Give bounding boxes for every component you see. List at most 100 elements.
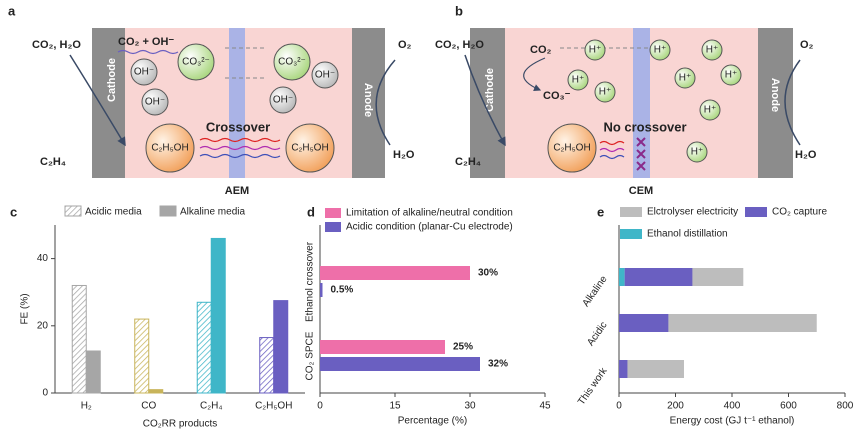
arrow (523, 57, 546, 91)
legend-swatch (325, 208, 341, 218)
legend-swatch (159, 205, 177, 217)
y-tick-label: 0 (42, 388, 48, 399)
wave (599, 147, 625, 153)
x-tick-label: 15 (389, 401, 401, 412)
ion-label: H⁺ (691, 147, 704, 158)
ion (130, 58, 158, 86)
legend-swatch (745, 207, 767, 217)
ion-label: H⁺ (572, 75, 585, 86)
x-tick-label: 0 (616, 401, 622, 412)
y-tick-label: Ethanol crossover (305, 241, 316, 322)
ion-label: H⁺ (679, 73, 692, 84)
reaction: CO₂ + OH⁻ (118, 36, 174, 48)
y-tick-label: 20 (37, 320, 49, 331)
bar (273, 300, 289, 394)
anode-output: O₂ (800, 39, 814, 51)
arrow (464, 54, 506, 147)
y-tick-label: Alkaline (581, 274, 610, 309)
product: C₂H₄ (40, 156, 66, 168)
ion (686, 141, 708, 163)
x-tick-label: 45 (539, 401, 551, 412)
bar (148, 389, 164, 394)
molecule-label: C₂H₅OH (151, 143, 188, 154)
legend-swatch (325, 222, 341, 232)
legend-label: CO₂ capture (772, 207, 827, 218)
bar (71, 284, 87, 394)
bar (85, 350, 101, 394)
wave (117, 49, 179, 55)
diagram-b: b Cathode Anode CO₂, H₂O C₂H₄ O₂ H₂O CEM… (435, 3, 817, 196)
bar (134, 318, 150, 394)
ion-label: H⁺ (599, 87, 612, 98)
x-tick-label: C₂H₅OH (255, 401, 292, 412)
x-axis-label: Energy cost (GJ t⁻¹ ethanol) (670, 416, 795, 427)
bar-segment (619, 360, 628, 378)
anode-input: H₂O (393, 149, 415, 161)
membrane-label: CEM (629, 185, 653, 197)
legend-label: Elctrolyser electricity (647, 207, 738, 218)
membrane-label: AEM (225, 185, 249, 197)
bar (259, 337, 275, 394)
ion (567, 69, 589, 91)
bar-segment (692, 268, 744, 286)
wave (599, 140, 625, 146)
charts: c 0 20 40 FE (%) CO₂RR products H₂ CO C₂H₄ C₂H₅OH… (10, 204, 854, 429)
legend-swatch (620, 207, 642, 217)
legend-swatch (620, 229, 642, 239)
inputs: CO₂, H₂O (435, 39, 484, 51)
wave (599, 154, 625, 160)
legend-label: Alkaline media (180, 207, 245, 218)
value-label: 32% (488, 359, 508, 370)
ion-label: OH⁻ (134, 67, 154, 78)
wave (199, 153, 281, 159)
membrane (229, 28, 245, 178)
ion-label: CO₃²⁻ (278, 57, 306, 68)
y-tick-label: This work (576, 365, 610, 407)
ion (649, 39, 671, 61)
inputs: CO₂, H₂O (32, 39, 81, 51)
molecule (145, 123, 195, 173)
wave (199, 145, 281, 151)
x-axis-label: Percentage (%) (398, 416, 467, 427)
value-label: 25% (453, 342, 473, 353)
cathode (470, 28, 505, 178)
molecule-label: C₂H₅OH (553, 143, 590, 154)
y-tick-label: Acidic (585, 320, 609, 348)
bar-segment (624, 268, 693, 286)
ion-label: H⁺ (725, 70, 738, 81)
panel-label: d (307, 204, 315, 219)
ion (699, 99, 721, 121)
ion-label: OH⁻ (145, 97, 165, 108)
ion-label: H⁺ (654, 45, 667, 56)
x-tick-label: 30 (464, 401, 476, 412)
ion-label: OH⁻ (273, 95, 293, 106)
ion (584, 39, 606, 61)
diagram-a: a Cathode Anode CO₂, H₂O C₂H₄ O₂ H₂O AEM… (8, 3, 415, 196)
ion (594, 81, 616, 103)
molecule (285, 123, 335, 173)
legend-label: Acidic condition (planar-Cu electrode) (346, 222, 513, 233)
ion (720, 64, 742, 86)
ion-label: OH⁻ (315, 70, 335, 81)
x-tick-label: C₂H₄ (200, 401, 222, 412)
arrow-label: Crossover (206, 119, 270, 134)
y-axis-label: FE (%) (20, 293, 31, 324)
ion-label: CO₃²⁻ (182, 57, 210, 68)
panel-label: a (8, 3, 16, 18)
x-tick-label: 200 (667, 401, 684, 412)
arrow (784, 59, 801, 146)
ion (273, 43, 311, 81)
bar-segment (627, 360, 684, 378)
legend-label: Acidic media (85, 207, 142, 218)
x-tick-label: 400 (724, 401, 741, 412)
bar-segment (619, 314, 669, 332)
ion (674, 67, 696, 89)
cathode (92, 28, 125, 178)
value-label: 30% (478, 268, 498, 279)
bar (320, 266, 470, 280)
anode-input: H₂O (795, 149, 817, 161)
x-axis-label: CO₂RR products (143, 419, 217, 430)
arrow (69, 54, 126, 147)
x-tick-label: CO (141, 401, 156, 412)
